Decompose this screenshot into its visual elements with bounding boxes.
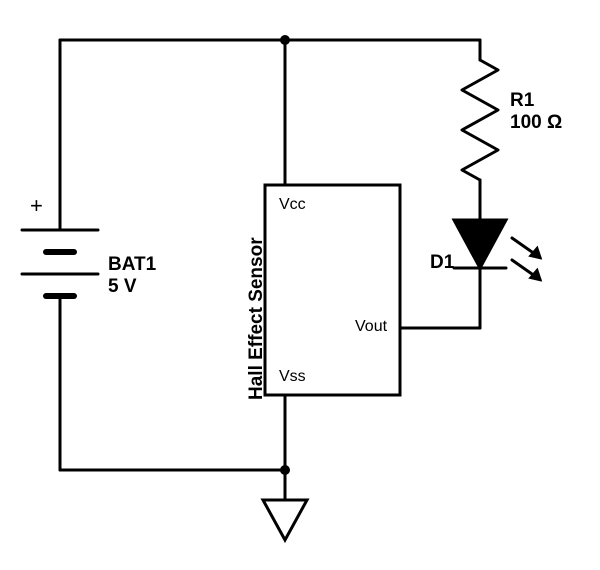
sensor-vout-label: Vout — [355, 318, 387, 336]
battery-value-label: 5 V — [108, 276, 137, 298]
sensor-vcc-label: Vcc — [279, 196, 306, 214]
circuit-schematic — [0, 0, 600, 570]
resistor-value-label: 100 Ω — [510, 112, 562, 134]
battery-name-label: BAT1 — [108, 254, 156, 276]
resistor-name-label: R1 — [510, 90, 534, 112]
battery-plus-label: + — [30, 193, 43, 219]
sensor-vss-label: Vss — [279, 368, 306, 386]
led-name-label: D1 — [430, 252, 454, 274]
sensor-label: Hall Effect Sensor — [246, 237, 268, 400]
